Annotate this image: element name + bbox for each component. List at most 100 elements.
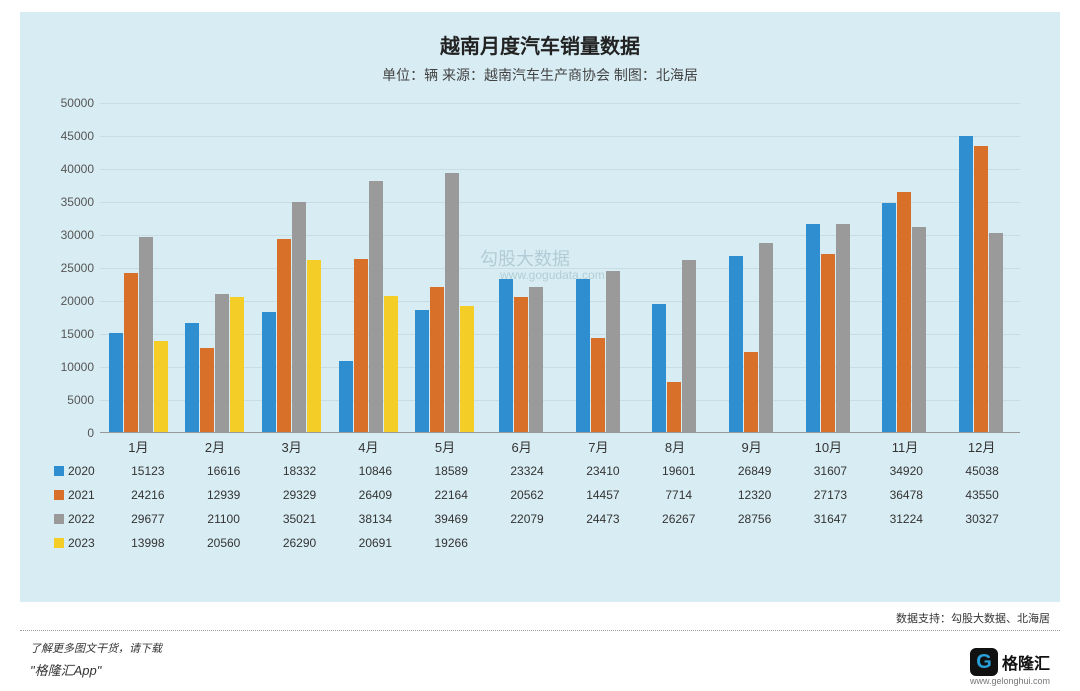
legend-swatch xyxy=(54,538,64,548)
table-cell: 23410 xyxy=(565,464,641,478)
bar-group xyxy=(790,224,867,433)
brand-logo: G 格隆汇 xyxy=(970,648,1050,676)
bar xyxy=(307,260,321,434)
bar xyxy=(744,352,758,433)
y-tick-label: 5000 xyxy=(67,393,94,407)
bar xyxy=(354,259,368,433)
bar-group xyxy=(943,136,1020,433)
x-tick-label: 2月 xyxy=(205,437,225,456)
bar xyxy=(959,136,973,433)
legend-item: 2022 xyxy=(50,512,110,526)
data-support-text: 数据支持：勾股大数据、北海居 xyxy=(896,610,1050,626)
table-cell: 13998 xyxy=(110,536,186,550)
legend-swatch xyxy=(54,514,64,524)
footer-app-name: "格隆汇App" xyxy=(30,660,101,679)
bar xyxy=(445,173,459,433)
table-cell: 26290 xyxy=(262,536,338,550)
bar xyxy=(215,294,229,433)
table-cell: 12939 xyxy=(186,488,262,502)
table-cell: 36478 xyxy=(868,488,944,502)
bar xyxy=(591,338,605,433)
table-cell: 34920 xyxy=(868,464,944,478)
table-cell: 19266 xyxy=(413,536,489,550)
y-tick-label: 35000 xyxy=(61,195,94,209)
table-cell: 35021 xyxy=(262,512,338,526)
table-cell: 20691 xyxy=(337,536,413,550)
table-cell: 31607 xyxy=(792,464,868,478)
table-cell: 10846 xyxy=(337,464,413,478)
x-tick-label: 1月 xyxy=(128,437,148,456)
data-table: 2020151231661618332108461858923324234101… xyxy=(50,459,1020,555)
bar xyxy=(185,323,199,433)
bar xyxy=(989,233,1003,433)
x-tick-label: 3月 xyxy=(282,437,302,456)
bar xyxy=(729,256,743,433)
x-tick-label: 11月 xyxy=(892,437,919,456)
table-cell: 27173 xyxy=(792,488,868,502)
table-cell: 39469 xyxy=(413,512,489,526)
table-row: 2020151231661618332108461858923324234101… xyxy=(50,459,1020,483)
bar xyxy=(974,146,988,433)
table-cell: 20560 xyxy=(186,536,262,550)
bar xyxy=(499,279,513,433)
bar-group xyxy=(330,181,407,433)
bar xyxy=(109,333,123,433)
y-tick-label: 45000 xyxy=(61,129,94,143)
bar-group xyxy=(713,243,790,433)
table-cell: 20562 xyxy=(489,488,565,502)
table-cell: 31224 xyxy=(868,512,944,526)
legend-label: 2021 xyxy=(68,488,95,502)
table-cell: 22079 xyxy=(489,512,565,526)
table-cell: 12320 xyxy=(717,488,793,502)
x-tick-label: 5月 xyxy=(435,437,455,456)
bar xyxy=(139,237,153,433)
bar xyxy=(154,341,168,433)
table-cell: 31647 xyxy=(792,512,868,526)
logo-text: 格隆汇 xyxy=(1002,650,1050,674)
x-tick-label: 6月 xyxy=(512,437,532,456)
bar xyxy=(682,260,696,433)
bars-layer xyxy=(100,103,1020,433)
bar-group xyxy=(177,294,254,433)
x-tick-label: 12月 xyxy=(968,437,995,456)
bar-group xyxy=(253,202,330,433)
table-cell: 43550 xyxy=(944,488,1020,502)
y-tick-label: 25000 xyxy=(61,261,94,275)
bar xyxy=(430,287,444,433)
table-cell: 24473 xyxy=(565,512,641,526)
plot-area: 0500010000150002000025000300003500040000… xyxy=(100,103,1020,433)
x-tick-label: 10月 xyxy=(815,437,842,456)
table-cell: 26267 xyxy=(641,512,717,526)
y-tick-label: 30000 xyxy=(61,228,94,242)
bar-group xyxy=(560,271,637,433)
bar xyxy=(529,287,543,433)
legend-swatch xyxy=(54,490,64,500)
divider xyxy=(20,630,1060,631)
table-cell: 29329 xyxy=(262,488,338,502)
legend-label: 2020 xyxy=(68,464,95,478)
bar xyxy=(514,297,528,433)
table-cell: 23324 xyxy=(489,464,565,478)
chart-container: 越南月度汽车销量数据 单位：辆 来源：越南汽车生产商协会 制图：北海居 0500… xyxy=(20,12,1060,602)
table-cell: 24216 xyxy=(110,488,186,502)
footer-hint: 了解更多图文干货，请下载 xyxy=(30,640,162,656)
bar xyxy=(200,348,214,433)
bar xyxy=(821,254,835,433)
bar xyxy=(460,306,474,433)
bar xyxy=(262,312,276,433)
legend-item: 2020 xyxy=(50,464,110,478)
x-tick-label: 9月 xyxy=(742,437,762,456)
bar xyxy=(806,224,820,433)
bar-group xyxy=(407,173,484,433)
y-tick-label: 40000 xyxy=(61,162,94,176)
x-tick-label: 8月 xyxy=(665,437,685,456)
table-cell: 15123 xyxy=(110,464,186,478)
bar xyxy=(652,304,666,433)
table-cell: 7714 xyxy=(641,488,717,502)
legend-label: 2022 xyxy=(68,512,95,526)
y-axis: 0500010000150002000025000300003500040000… xyxy=(50,103,98,433)
y-tick-label: 20000 xyxy=(61,294,94,308)
bar xyxy=(912,227,926,433)
bar xyxy=(415,310,429,433)
bar xyxy=(339,361,353,433)
